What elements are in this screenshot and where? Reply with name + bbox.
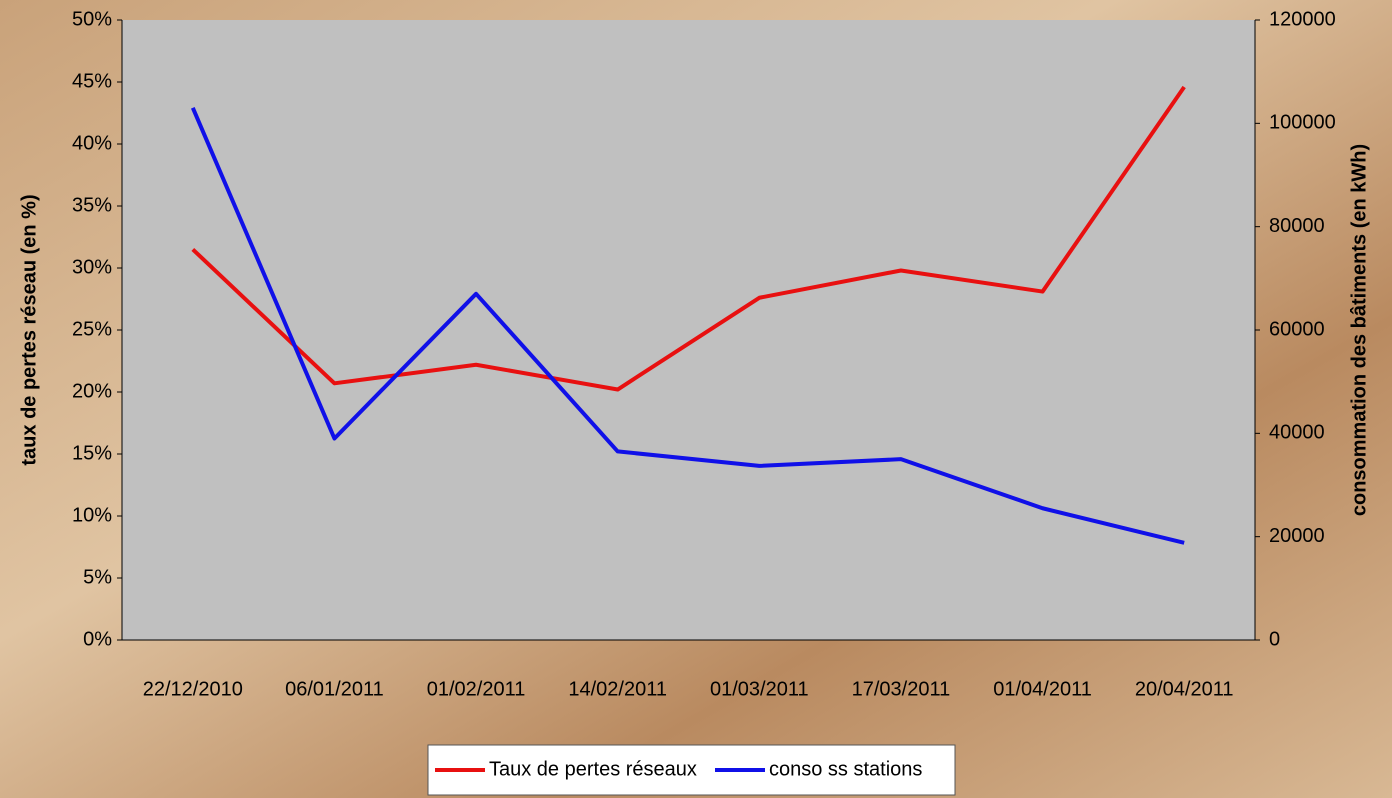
y2-tick-label: 20000 [1269,525,1325,547]
y-axis-title: taux de pertes réseau (en %) [18,194,40,465]
y-tick-label: 35% [72,194,112,216]
y-tick-label: 25% [72,318,112,340]
page: taux de pertes réseau (en %) consommatio… [0,0,1392,798]
y-tick-label: 5% [83,566,112,588]
x-tick-label: 06/01/2011 [285,678,384,700]
x-tick-label: 20/04/2011 [1135,678,1234,700]
x-tick-label: 14/02/2011 [568,678,667,700]
y2-tick-label: 0 [1269,628,1280,650]
y2-axis-title: consommation des bâtiments (en kWh) [1348,144,1370,516]
x-tick-label: 01/03/2011 [710,678,809,700]
legend-label: Taux de pertes réseaux [489,758,697,780]
y-tick-label: 15% [72,442,112,464]
y-tick-label: 10% [72,504,112,526]
legend-label: conso ss stations [769,758,922,780]
x-tick-label: 01/04/2011 [993,678,1092,700]
y2-tick-label: 60000 [1269,318,1325,340]
y2-tick-label: 100000 [1269,112,1336,134]
plot-area [122,20,1255,640]
y2-tick-label: 80000 [1269,215,1325,237]
y-tick-label: 20% [72,380,112,402]
y-tick-label: 30% [72,256,112,278]
x-tick-label: 22/12/2010 [143,678,243,700]
x-tick-label: 01/02/2011 [427,678,526,700]
chart: taux de pertes réseau (en %) consommatio… [0,0,1392,798]
y-tick-label: 0% [83,628,112,650]
y2-tick-label: 40000 [1269,422,1325,444]
y-tick-label: 50% [72,8,112,30]
y2-tick-label: 120000 [1269,8,1336,30]
y-tick-label: 40% [72,132,112,154]
y-tick-label: 45% [72,70,112,92]
x-tick-label: 17/03/2011 [852,678,951,700]
